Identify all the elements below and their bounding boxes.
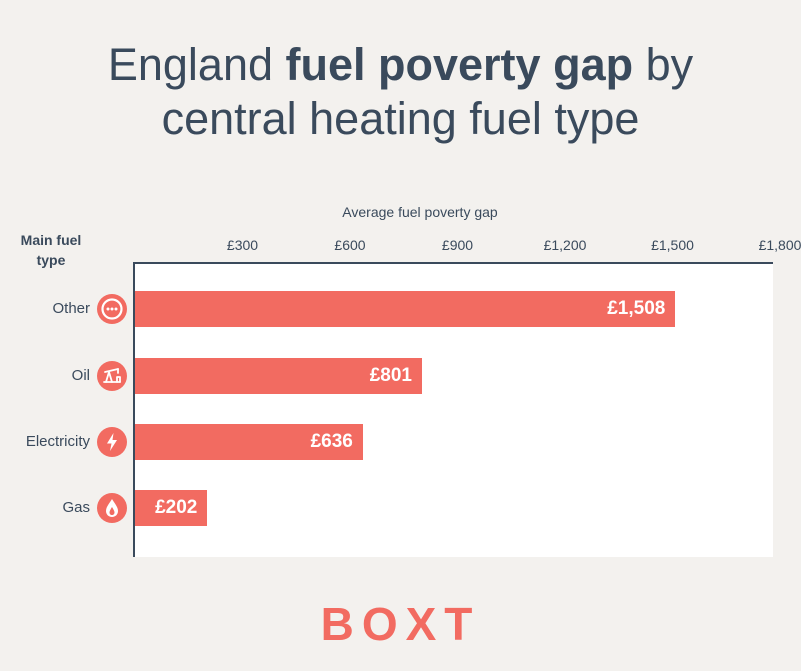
flame-icon [97, 493, 127, 523]
bar-electricity: £636 [135, 424, 363, 460]
x-tick-label: £600 [334, 237, 366, 253]
x-tick-label: £300 [226, 237, 259, 253]
x-tick-label: £1,200 [543, 237, 587, 253]
bar-value-label: £1,508 [607, 298, 666, 319]
bar-other: £1,508 [135, 291, 676, 327]
oil-pump-icon [97, 361, 127, 391]
bar-oil: £801 [135, 358, 423, 394]
x-tick-label: £1,800 [758, 237, 801, 253]
x-tick-label: £1,500 [651, 237, 694, 253]
y-axis-line [133, 262, 135, 557]
bar-value-label: £202 [155, 497, 198, 518]
bar-gas: £202 [135, 490, 208, 526]
bar-value-label: £636 [310, 431, 353, 452]
more-dots-icon [97, 294, 127, 324]
x-axis-line [134, 262, 773, 264]
boxt-logo: BOXT [320, 598, 481, 650]
bar-value-label: £801 [369, 365, 413, 386]
category-label-electricity: Electricity [25, 433, 90, 450]
title-emphasis: fuel poverty gap [285, 39, 634, 90]
category-label-other: Other [52, 300, 90, 317]
category-label-gas: Gas [62, 499, 90, 516]
y-axis-title: Main fuel type [20, 232, 82, 268]
x-tick-label: £900 [441, 237, 474, 253]
category-label-oil: Oil [71, 367, 90, 384]
x-axis-title: Average fuel poverty gap [342, 204, 498, 220]
lightning-icon [97, 427, 127, 457]
chart-title: England fuel poverty gap by central heat… [107, 39, 694, 144]
